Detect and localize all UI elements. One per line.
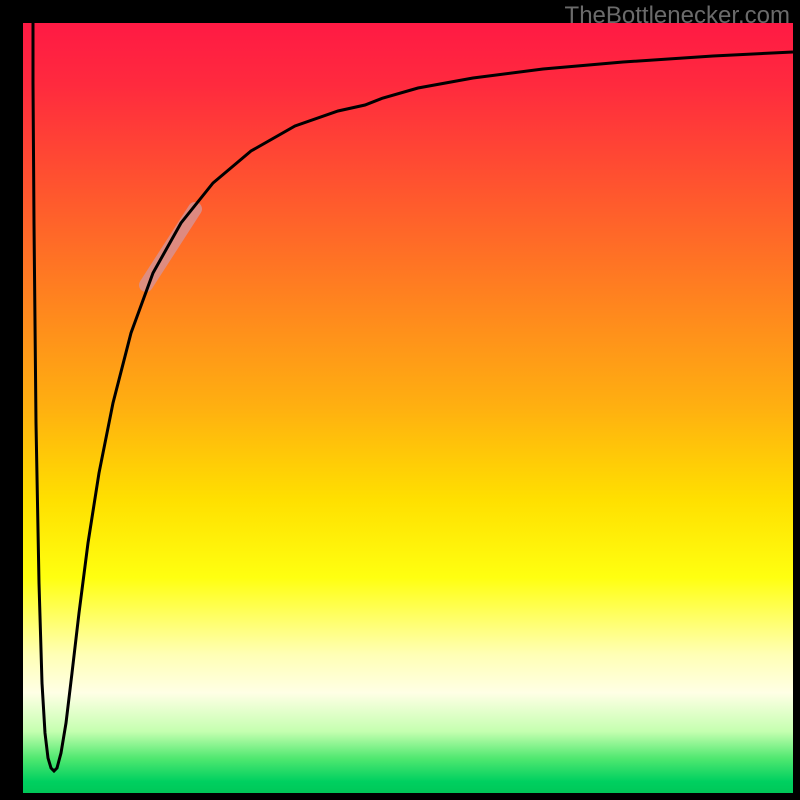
bottleneck-curve xyxy=(33,23,793,771)
watermark-text: TheBottlenecker.com xyxy=(565,2,790,30)
chart-container: TheBottlenecker.com xyxy=(0,0,800,800)
curve-layer xyxy=(23,23,793,793)
plot-area xyxy=(23,23,793,793)
